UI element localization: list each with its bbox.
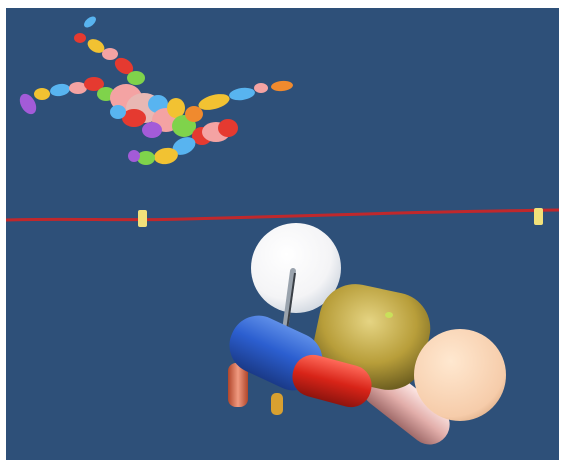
ground-marker-left <box>138 210 147 227</box>
lower-ragdoll-figure[interactable] <box>220 223 506 453</box>
toe-segment <box>271 393 283 415</box>
upper-ragdoll-figure[interactable] <box>16 14 293 166</box>
hip-sphere <box>414 329 506 421</box>
foot-segment <box>228 363 248 407</box>
neck-rod-shadow <box>286 272 296 331</box>
thigh-capsule <box>292 354 372 408</box>
ground-line <box>6 208 559 222</box>
scene-viewport[interactable] <box>6 8 559 460</box>
ground-marker-right <box>534 208 543 225</box>
torso-highlight <box>385 312 393 318</box>
scene-canvas[interactable] <box>6 8 559 460</box>
head-sphere <box>251 223 341 313</box>
